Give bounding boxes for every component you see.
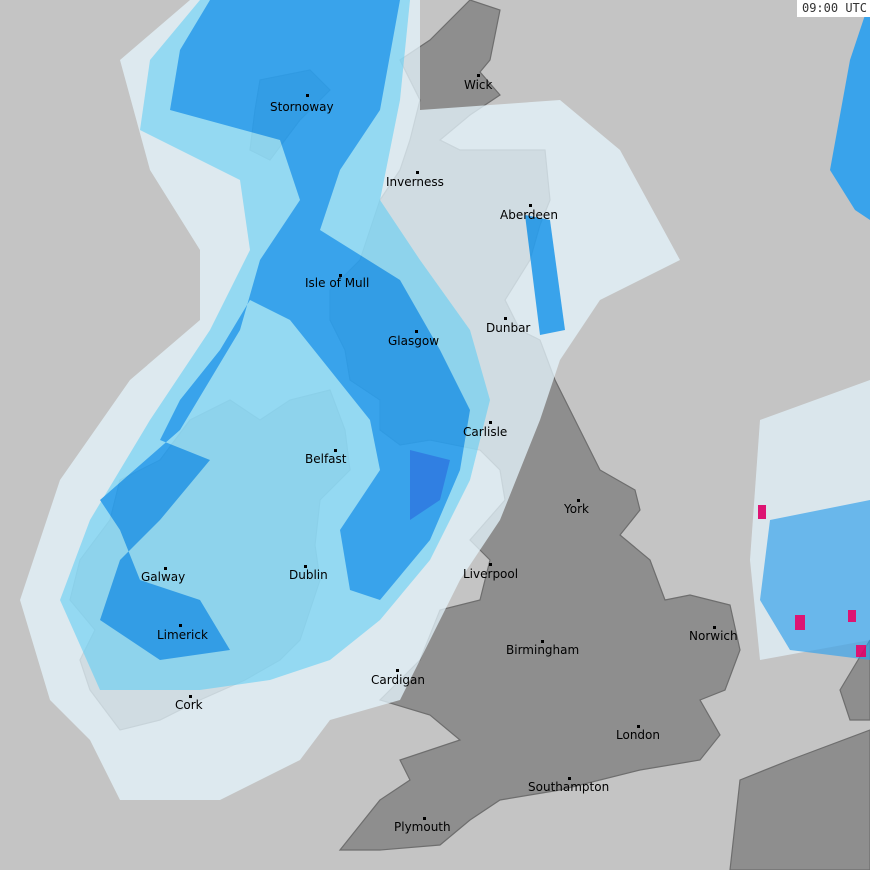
city-label: Stornoway xyxy=(270,100,334,114)
city-label: Dublin xyxy=(289,568,328,582)
city-label: Southampton xyxy=(528,780,610,794)
city-dot xyxy=(396,669,399,672)
city-dot xyxy=(415,330,418,333)
city-label: Aberdeen xyxy=(500,208,558,222)
city-dot xyxy=(637,725,640,728)
city-dot xyxy=(164,567,167,570)
city-dot xyxy=(477,74,480,77)
city-dot xyxy=(489,563,492,566)
city-label: Galway xyxy=(141,570,186,584)
heavy-precip-northsea xyxy=(760,500,870,660)
city-label: Cork xyxy=(175,698,203,712)
extreme-precip-cell xyxy=(758,505,766,519)
city-label: Isle of Mull xyxy=(305,276,370,290)
city-dot xyxy=(179,624,182,627)
city-dot xyxy=(423,817,426,820)
city-dot xyxy=(189,695,192,698)
city-label: Birmingham xyxy=(506,643,580,657)
city-dot xyxy=(577,499,580,502)
city-label: Plymouth xyxy=(394,820,451,834)
timestamp: 09:00 UTC xyxy=(796,0,870,17)
extreme-precip-cell xyxy=(848,610,856,622)
city-dot xyxy=(304,565,307,568)
city-label: Limerick xyxy=(157,628,208,642)
city-dot xyxy=(416,171,419,174)
city-label: Carlisle xyxy=(463,425,508,439)
heavy-precip-norway xyxy=(830,0,870,220)
precipitation xyxy=(20,0,870,800)
extreme-precip-cell xyxy=(856,645,866,657)
city-dot xyxy=(489,421,492,424)
city-label: Liverpool xyxy=(463,567,519,581)
city-label: Glasgow xyxy=(388,334,440,348)
city-dot xyxy=(504,317,507,320)
city-label: Wick xyxy=(464,78,493,92)
city-dot xyxy=(568,777,571,780)
city-label: London xyxy=(616,728,660,742)
heavy-precip-area xyxy=(100,0,470,660)
very-heavy-precip xyxy=(410,450,450,520)
city-dot xyxy=(334,449,337,452)
city-label: Dunbar xyxy=(486,321,531,335)
city-dot xyxy=(306,94,309,97)
city-dot xyxy=(713,626,716,629)
city-dot xyxy=(529,204,532,207)
city-dot xyxy=(541,640,544,643)
city-label: Cardigan xyxy=(371,673,425,687)
heavy-precip-aberdeen xyxy=(525,215,565,335)
france-land xyxy=(729,729,870,870)
city-label: Norwich xyxy=(689,629,738,643)
city-label: Inverness xyxy=(386,175,444,189)
extreme-precip-cell xyxy=(795,615,805,630)
city-label: Belfast xyxy=(305,452,347,466)
city-dot xyxy=(339,274,342,277)
city-label: York xyxy=(564,502,589,516)
